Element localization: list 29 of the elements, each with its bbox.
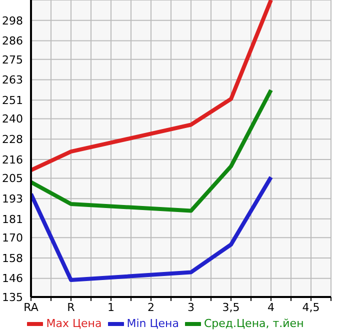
y-tick-label: 298 <box>2 14 23 28</box>
y-tick-label: 158 <box>2 252 23 265</box>
y-tick-label: 263 <box>2 74 23 87</box>
legend-label: Min Цена <box>126 317 179 330</box>
x-tick-label: 4,5 <box>302 300 320 314</box>
x-tick-label: RA <box>24 300 39 314</box>
x-tick-label: R <box>67 300 76 314</box>
y-tick-label: 216 <box>2 153 23 166</box>
y-tick-label: 275 <box>2 53 23 66</box>
y-tick-label: 146 <box>2 272 23 286</box>
line-series <box>31 175 273 282</box>
y-tick-label: 228 <box>2 133 23 146</box>
x-tick-label: 2 <box>148 300 154 314</box>
legend-label: Max Цена <box>45 317 102 330</box>
y-tick-label: 193 <box>2 192 23 206</box>
x-tick-label: 3,5 <box>222 300 240 314</box>
y-tick-label: 205 <box>2 172 23 186</box>
y-tick-label: 240 <box>2 112 23 126</box>
x-tick-label: 1 <box>108 300 114 314</box>
y-tick-label: 181 <box>2 212 23 226</box>
y-tick-label: 251 <box>2 94 23 108</box>
x-tick-label: 3 <box>188 300 194 314</box>
legend-label: Сред.Цена, т.йен <box>202 317 304 330</box>
y-tick-label: 286 <box>2 34 23 48</box>
line-series <box>31 0 273 172</box>
line-series <box>31 88 273 213</box>
y-tick-label: 135 <box>2 290 23 304</box>
y-tick-label: 170 <box>2 232 23 245</box>
x-tick-label: 4 <box>268 300 274 314</box>
